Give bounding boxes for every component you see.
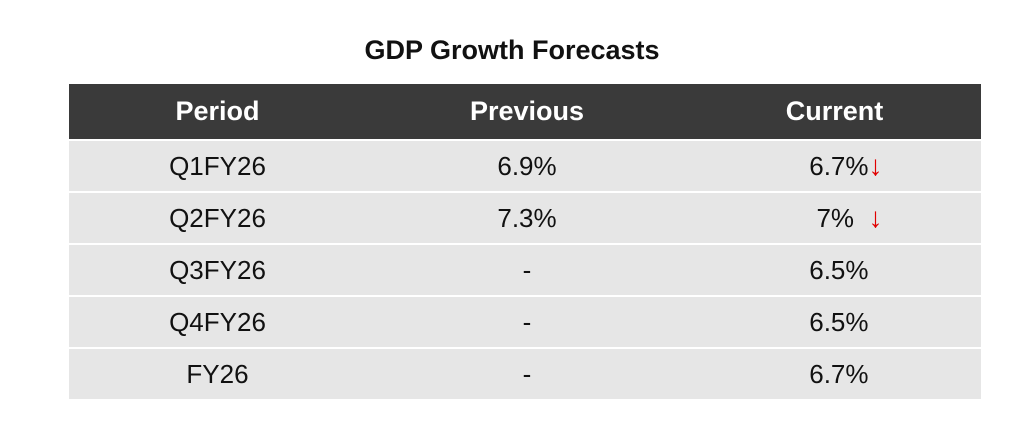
cell-period: Q1FY26	[69, 139, 366, 192]
current-value: 6.5%	[809, 306, 869, 337]
header-period: Period	[69, 84, 366, 140]
page-title: GDP Growth Forecasts	[364, 35, 660, 65]
cell-current: 6.5%	[688, 243, 981, 296]
cell-period: FY26	[69, 347, 366, 399]
cell-previous: 6.9%	[366, 139, 688, 192]
cell-previous: -	[366, 295, 688, 348]
current-value: 7%	[816, 203, 869, 233]
cell-period: Q3FY26	[69, 243, 366, 296]
header-previous: Previous	[366, 84, 688, 140]
cell-period: Q2FY26	[69, 191, 366, 244]
cell-previous: -	[366, 243, 688, 296]
gdp-forecast-table: Period Previous Current Q1FY26 6.9% 6.7%…	[69, 84, 981, 399]
current-value: 6.5%	[809, 254, 869, 285]
current-value: 6.7%	[809, 151, 869, 181]
cell-current: 6.5%	[688, 295, 981, 348]
current-value: 6.7%	[809, 358, 869, 389]
down-arrow-icon: ↓	[868, 202, 883, 233]
table-row: FY26 - 6.7%	[69, 347, 981, 399]
cell-current: 7% ↓	[688, 191, 981, 244]
current-value-group: 7% ↓	[803, 202, 895, 234]
cell-period: Q4FY26	[69, 295, 366, 348]
current-value-group: 6.5%	[803, 307, 895, 338]
table-row: Q4FY26 - 6.5%	[69, 295, 981, 348]
table-row: Q3FY26 - 6.5%	[69, 243, 981, 296]
cell-previous: 7.3%	[366, 191, 688, 244]
current-value-group: 6.7%↓	[803, 150, 895, 182]
cell-current: 6.7%↓	[688, 139, 981, 192]
table-row: Q1FY26 6.9% 6.7%↓	[69, 139, 981, 192]
table-header-row: Period Previous Current	[69, 84, 981, 140]
cell-current: 6.7%	[688, 347, 981, 399]
cell-previous: -	[366, 347, 688, 399]
down-arrow-icon: ↓	[868, 150, 883, 181]
header-current: Current	[688, 84, 981, 140]
table-row: Q2FY26 7.3% 7% ↓	[69, 191, 981, 244]
current-value-group: 6.5%	[803, 255, 895, 286]
current-value-group: 6.7%	[803, 359, 895, 390]
